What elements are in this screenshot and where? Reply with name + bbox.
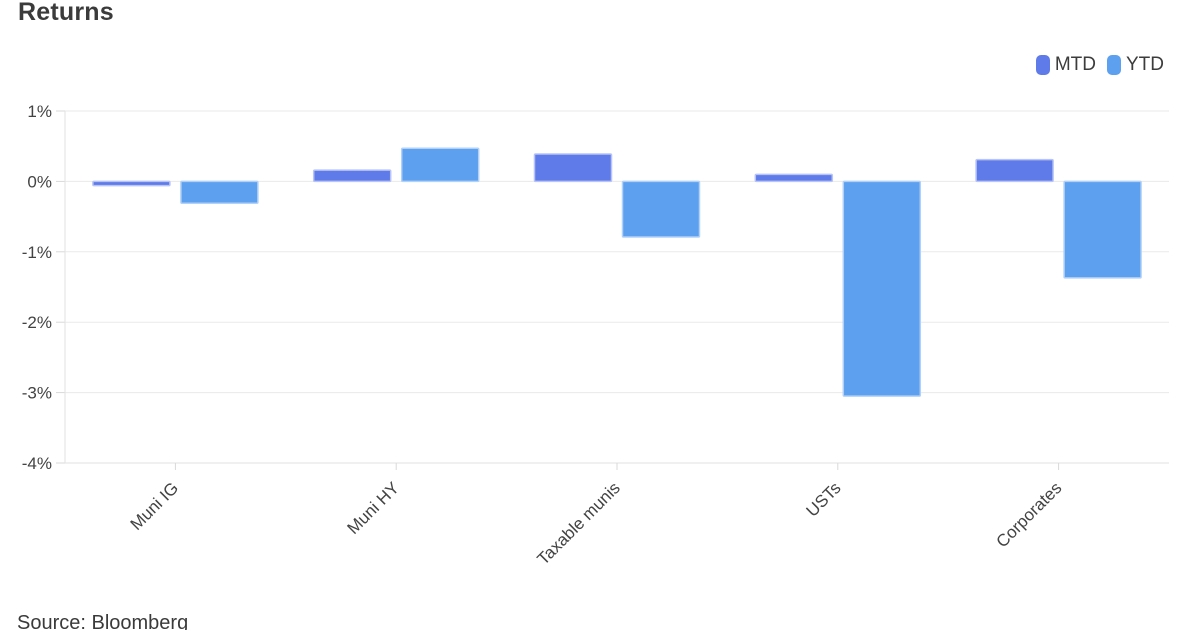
legend-item-ytd[interactable]: YTD xyxy=(1107,54,1164,76)
bar-mtd-taxable-munis[interactable] xyxy=(533,153,613,183)
y-axis-label: -2% xyxy=(22,313,52,332)
bar-ytd-muni-ig[interactable] xyxy=(180,180,259,204)
y-axis-label: 1% xyxy=(27,102,52,121)
legend-swatch-ytd-icon xyxy=(1107,55,1121,75)
bar-mtd-muni-ig[interactable] xyxy=(92,180,171,187)
y-axis-label: -4% xyxy=(22,454,52,473)
legend-swatch-mtd-icon xyxy=(1035,55,1050,75)
legend-item-mtd[interactable]: MTD xyxy=(1035,54,1096,76)
y-axis-label: 0% xyxy=(27,172,52,191)
legend: MTD YTD xyxy=(1035,54,1164,76)
bar-ytd-corporates[interactable] xyxy=(1063,180,1142,279)
legend-label-mtd: MTD xyxy=(1054,54,1096,75)
bar-ytd-usts[interactable] xyxy=(842,180,922,397)
y-axis-label: -1% xyxy=(22,243,52,262)
bar-mtd-usts[interactable] xyxy=(754,173,834,183)
y-axis-label: -3% xyxy=(22,384,52,403)
bar-mtd-corporates[interactable] xyxy=(975,158,1054,183)
x-axis-label-muni-hy: Muni HY xyxy=(343,478,403,538)
x-axis-label-usts: USTs xyxy=(802,478,844,520)
x-axis-label-muni-ig: Muni IG xyxy=(127,478,183,534)
legend-label-ytd: YTD xyxy=(1126,54,1164,75)
bar-mtd-muni-hy[interactable] xyxy=(312,169,392,183)
source-note: Source: Bloomberg xyxy=(17,612,189,630)
x-axis-label-corporates: Corporates xyxy=(993,478,1066,551)
x-axis-label-taxable-munis: Taxable munis xyxy=(534,478,624,568)
bar-ytd-taxable-munis[interactable] xyxy=(621,180,701,238)
page-title: Returns xyxy=(18,0,114,26)
bar-ytd-muni-hy[interactable] xyxy=(400,147,480,183)
